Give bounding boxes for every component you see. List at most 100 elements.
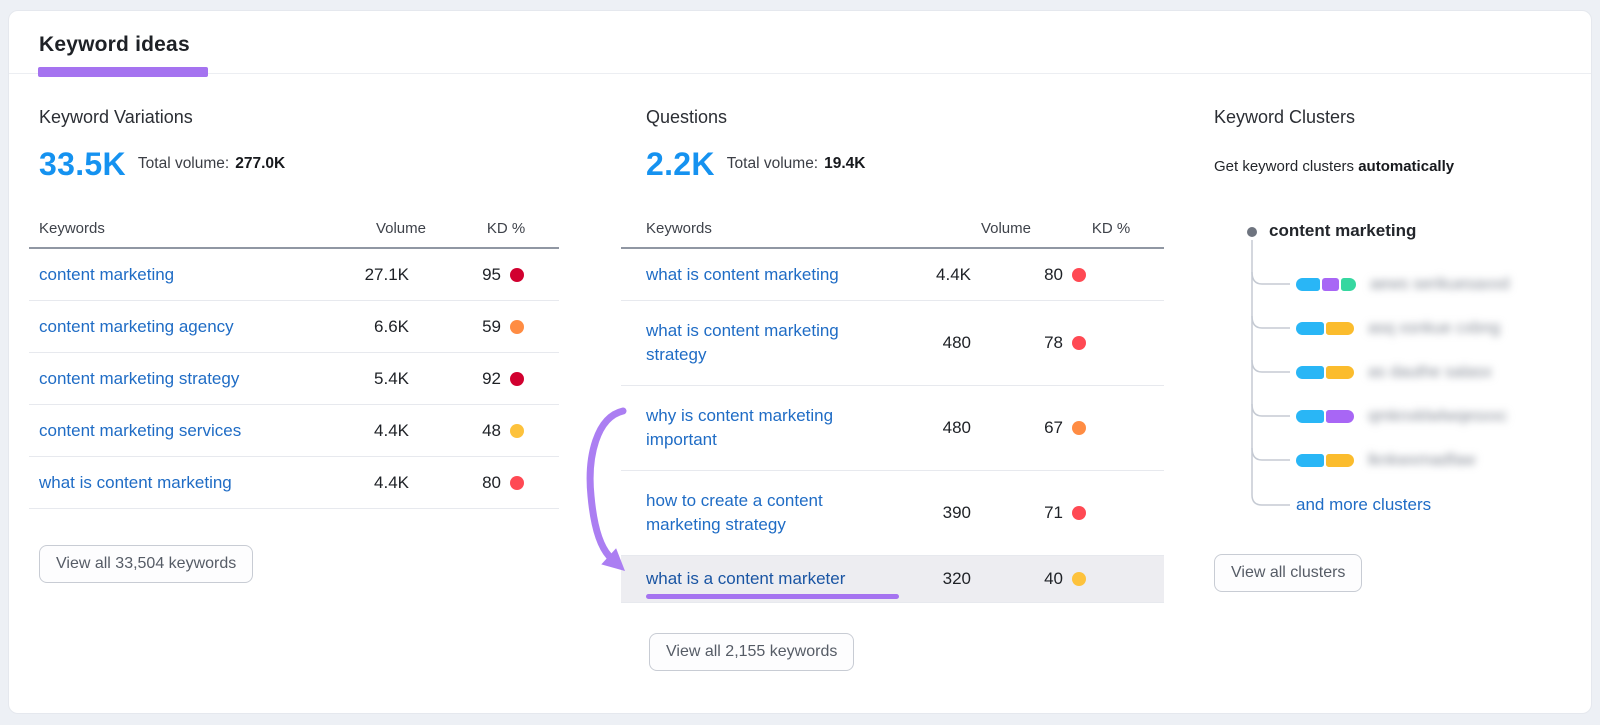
view-all-variations-button[interactable]: View all 33,504 keywords <box>39 545 254 583</box>
cluster-item: lknkwxmadfaw <box>1296 447 1475 473</box>
clusters-subtitle: Get keyword clusters automatically <box>1214 158 1584 175</box>
keyword-link[interactable]: content marketing agency <box>39 316 234 336</box>
cluster-root-label: content marketing <box>1269 221 1417 240</box>
kd-dot <box>1072 572 1086 586</box>
cluster-item: as dauthe salasx <box>1296 359 1492 385</box>
bar-segment <box>1322 277 1339 291</box>
kd-cell: 78 <box>1016 333 1086 353</box>
kd-cell: 67 <box>1016 418 1086 438</box>
table-row: content marketing services 4.4K 48 <box>29 405 559 457</box>
volume-value: 480 <box>942 333 971 352</box>
more-clusters-link[interactable]: and more clusters <box>1296 495 1432 514</box>
volume-value: 4.4K <box>374 420 409 440</box>
section-title: Keyword Clusters <box>1214 107 1356 127</box>
kd-dot <box>1072 336 1086 350</box>
cluster-bar-icon <box>1296 365 1354 379</box>
cluster-tree: content marketing aews serikuesaxxd asq … <box>1214 218 1584 554</box>
keyword-link[interactable]: what is a content marketer <box>646 569 846 588</box>
col-header-keywords: Keywords <box>39 219 105 237</box>
view-all-questions-button[interactable]: View all 2,155 keywords <box>649 633 855 671</box>
cluster-item: asq xsnkue cxbng <box>1296 315 1500 341</box>
kd-dot <box>510 475 524 490</box>
table-row: what is content marketing 4.4K 80 <box>621 249 1164 301</box>
kd-dot <box>510 267 524 282</box>
cluster-bar-icon <box>1296 409 1354 423</box>
volume-value: 27.1K <box>364 264 409 284</box>
keyword-link[interactable]: content marketing services <box>39 420 242 440</box>
keyword-link[interactable]: how to create a content marketing strate… <box>646 491 823 534</box>
section-title: Questions <box>646 107 728 127</box>
bar-segment <box>1296 453 1324 467</box>
table-row-highlighted: what is a content marketer 320 40 <box>621 556 1164 603</box>
table-header: Keywords Volume KD % <box>621 209 1164 249</box>
total-volume-label: Total volume: <box>137 155 230 172</box>
table-row: how to create a content marketing strate… <box>621 471 1164 556</box>
questions-table: Keywords Volume KD % what is content mar… <box>621 209 1164 603</box>
cluster-bar-icon <box>1296 321 1354 335</box>
kd-dot <box>1072 267 1086 282</box>
volume-value: 4.4K <box>374 472 409 492</box>
variations-count: 33.5K <box>39 145 126 182</box>
kd-cell: 80 <box>1016 265 1086 285</box>
keyword-link[interactable]: what is content marketing strategy <box>646 321 839 364</box>
volume-value: 6.6K <box>374 316 409 336</box>
cluster-item-label-blurred: qmknxklwlwqesxxc <box>1368 406 1508 425</box>
bar-segment <box>1296 409 1324 423</box>
kd-cell: 71 <box>1016 503 1086 523</box>
keyword-link[interactable]: what is content marketing <box>39 472 232 492</box>
col-header-volume: Volume <box>980 219 1031 237</box>
col-header-kd: KD % <box>486 219 526 237</box>
keyword-clusters-section: Keyword Clusters Get keyword clusters au… <box>1214 106 1584 592</box>
bar-segment <box>1326 453 1354 467</box>
volume-value: 480 <box>942 418 971 437</box>
volume-value: 320 <box>942 569 971 588</box>
col-header-keywords: Keywords <box>646 219 712 237</box>
keyword-ideas-card: Keyword ideas Keyword Variations 33.5K T… <box>8 10 1592 714</box>
cluster-item-label-blurred: lknkwxmadfaw <box>1368 450 1476 469</box>
table-row: content marketing agency 6.6K 59 <box>29 301 559 353</box>
table-header: Keywords Volume KD % <box>29 209 559 249</box>
questions-summary: 2.2K Total volume: 19.4K <box>646 144 1172 184</box>
highlight-underline <box>646 594 899 599</box>
kd-dot <box>1072 421 1086 435</box>
kd-value: 95 <box>482 264 501 284</box>
kd-cell: 48 <box>454 421 524 441</box>
cluster-item-label-blurred: asq xsnkue cxbng <box>1368 318 1501 337</box>
tree-connector-lines <box>1251 240 1290 506</box>
bar-segment <box>1326 365 1354 379</box>
kd-value: 92 <box>482 368 501 388</box>
kd-dot <box>510 371 524 386</box>
col-header-volume: Volume <box>375 219 426 237</box>
bar-segment <box>1326 409 1354 423</box>
keyword-link[interactable]: why is content marketing important <box>646 406 834 449</box>
kd-cell: 95 <box>454 265 524 285</box>
cluster-item: qmknxklwlwqesxxc <box>1296 403 1507 429</box>
cluster-item-label-blurred: aews serikuesaxxd <box>1370 274 1510 293</box>
bar-segment <box>1341 277 1356 291</box>
cluster-item-label-blurred: as dauthe salasx <box>1368 362 1492 381</box>
keyword-link[interactable]: what is content marketing <box>646 264 839 284</box>
volume-value: 5.4K <box>374 368 409 388</box>
cluster-bar-icon <box>1296 453 1354 467</box>
kd-dot <box>510 319 524 334</box>
volume-value: 390 <box>942 503 971 522</box>
table-row: what is content marketing strategy 480 7… <box>621 301 1164 386</box>
clusters-subtitle-text: Get keyword clusters <box>1214 158 1355 175</box>
kd-cell: 40 <box>1016 569 1086 589</box>
kd-value: 48 <box>482 420 501 440</box>
col-header-kd: KD % <box>1091 219 1131 237</box>
keyword-link[interactable]: content marketing strategy <box>39 368 240 388</box>
kd-dot <box>1072 506 1086 520</box>
clusters-subtitle-bold: automatically <box>1358 158 1455 175</box>
bar-segment <box>1296 365 1324 379</box>
kd-dot <box>510 423 524 438</box>
kd-value: 40 <box>1044 569 1063 588</box>
kd-value: 59 <box>482 316 501 336</box>
keyword-link[interactable]: content marketing <box>39 264 175 284</box>
bar-segment <box>1296 321 1324 335</box>
cluster-root-bullet-icon <box>1247 227 1257 237</box>
kd-value: 80 <box>1044 264 1063 284</box>
view-all-clusters-button[interactable]: View all clusters <box>1214 554 1363 592</box>
total-volume-value: 277.0K <box>235 155 286 172</box>
questions-section: Questions 2.2K Total volume: 19.4K Keywo… <box>621 106 1172 671</box>
